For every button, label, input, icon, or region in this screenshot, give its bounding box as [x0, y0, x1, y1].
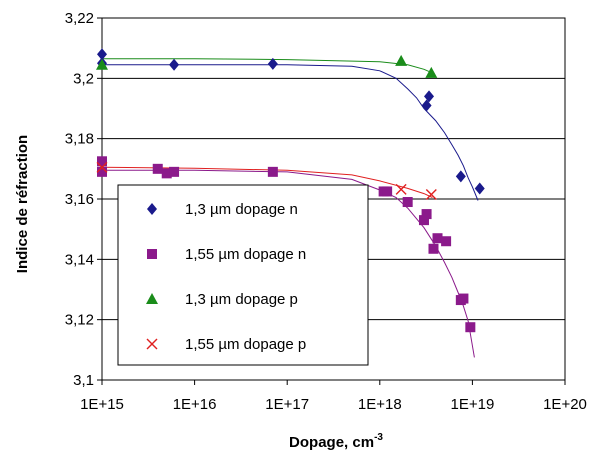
data-point-series-2: [441, 236, 452, 247]
fit-curve-series-1: [102, 64, 479, 201]
data-point-series-2: [152, 163, 163, 174]
data-point-series-2: [432, 233, 443, 244]
legend-label-series-2: 1,55 µm dopage n: [185, 246, 306, 263]
data-point-series-4: [96, 161, 108, 173]
data-point-series-2: [458, 293, 469, 304]
x-tick-label: 1E+17: [265, 396, 309, 413]
legend-marker-series-1: [147, 203, 157, 215]
data-point-series-1: [97, 48, 107, 61]
fit-curve-series-3: [102, 58, 433, 74]
data-point-series-3: [395, 54, 408, 66]
y-tick-label: 3,18: [65, 131, 94, 148]
x-tick-label: 1E+19: [451, 396, 495, 413]
legend-marker-series-4: [146, 338, 158, 350]
data-point-series-2: [161, 168, 172, 179]
x-axis-title: Dopage, cm-3: [289, 432, 383, 451]
data-point-series-2: [421, 209, 432, 220]
data-markers: [96, 48, 485, 333]
data-point-series-2: [267, 166, 278, 177]
data-point-series-4: [395, 183, 407, 195]
x-axis-title-text: Dopage, cm: [289, 434, 374, 451]
data-point-series-2: [97, 166, 107, 177]
y-tick-label: 3,1: [73, 372, 94, 389]
data-point-series-3: [96, 58, 108, 70]
legend-marker-series-3: [146, 293, 158, 304]
data-point-series-2: [428, 243, 439, 254]
data-point-series-1: [424, 90, 435, 103]
data-point-series-3: [425, 66, 438, 78]
data-point-series-2: [169, 166, 180, 177]
legend: 1,3 µm dopage n 1,55 µm dopage n 1,3 µm do…: [117, 184, 369, 366]
data-point-series-2: [97, 156, 107, 167]
data-point-series-1: [474, 182, 485, 195]
x-tick-label: 1E+20: [543, 396, 587, 413]
x-tick-label: 1E+16: [173, 396, 217, 413]
data-point-series-2: [382, 186, 393, 197]
data-point-series-4: [425, 188, 437, 200]
y-axis-title: Indice de réfraction: [14, 135, 31, 273]
x-axis-title-exponent: -3: [374, 432, 383, 443]
legend-marker-series-2: [147, 249, 157, 259]
data-point-series-1: [421, 99, 432, 112]
y-tick-label: 3,12: [65, 312, 94, 329]
x-tick-labels: 1E+15 1E+16 1E+17 1E+18 1E+19 1E+20: [80, 396, 587, 413]
y-tick-label: 3,16: [65, 191, 94, 208]
x-tick-label: 1E+18: [358, 396, 402, 413]
legend-label-series-4: 1,55 µm dopage p: [185, 336, 306, 353]
x-tick-label: 1E+15: [80, 396, 124, 413]
fit-curve-series-4: [101, 166, 433, 198]
legend-items: 1,3 µm dopage n 1,55 µm dopage n 1,3 µm do…: [146, 201, 306, 353]
y-tick-label: 3,22: [65, 10, 94, 27]
data-point-series-2: [418, 215, 429, 226]
data-point-series-1: [169, 58, 180, 71]
data-point-series-2: [402, 197, 413, 208]
data-point-series-2: [465, 322, 476, 333]
y-tick-labels: 3,1 3,12 3,14 3,16 3,18 3,2 3,22: [65, 10, 94, 389]
data-point-series-1: [267, 57, 278, 70]
data-point-series-1: [455, 170, 466, 183]
plot-area-frame: [101, 17, 566, 381]
y-tick-label: 3,2: [73, 70, 94, 87]
legend-label-series-1: 1,3 µm dopage n: [185, 201, 298, 218]
legend-box: [117, 184, 369, 366]
y-tick-label: 3,14: [65, 251, 94, 268]
legend-label-series-3: 1,3 µm dopage p: [185, 291, 298, 308]
